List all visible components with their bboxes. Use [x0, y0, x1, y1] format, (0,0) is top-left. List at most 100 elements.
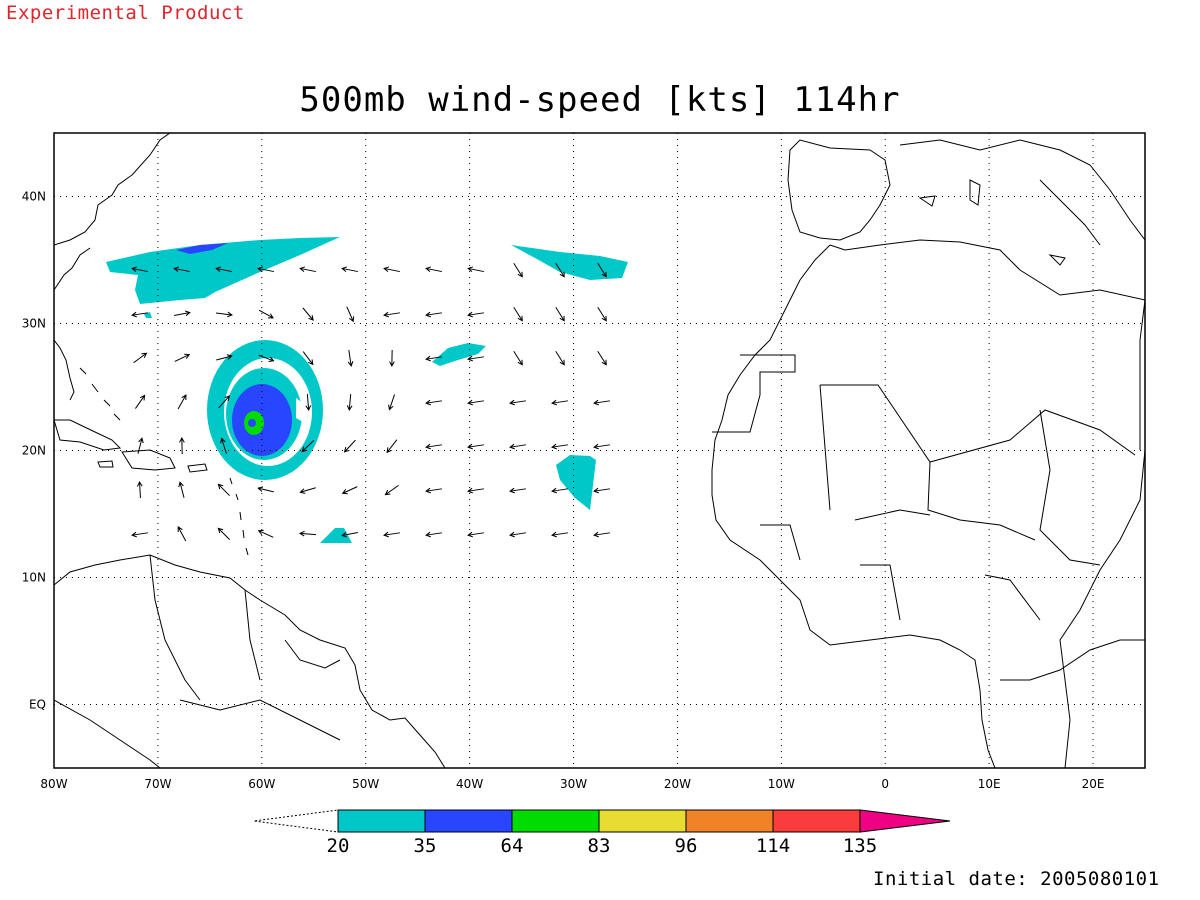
lat-tick-label: 40N	[22, 190, 46, 204]
wind-arrow	[388, 394, 396, 411]
wind-region-northwest-band-35	[176, 243, 228, 254]
iberia-coast	[787, 139, 891, 241]
wind-arrow	[383, 531, 400, 538]
wind-arrow	[177, 526, 187, 542]
wind-region-mid-atlantic	[432, 343, 486, 366]
wind-arrow	[179, 436, 185, 455]
colorbar-segment	[772, 809, 861, 833]
wind-arrow	[131, 311, 148, 318]
wind-arrow	[425, 443, 442, 450]
longitude-labels: 80W 70W 60W 50W 40W 30W 20W 10W 0 10E 20E	[40, 777, 1104, 791]
colorbar-label: 20	[327, 835, 350, 857]
colorbar-upper-triangle	[859, 809, 951, 833]
lon-tick-label: 40W	[456, 777, 483, 791]
wind-arrow	[347, 350, 354, 367]
lat-tick-label: EQ	[29, 698, 46, 712]
wind-arrow	[425, 399, 442, 406]
lat-tick-label: 30N	[22, 317, 46, 331]
bahamas	[79, 367, 121, 421]
wind-arrow	[384, 484, 399, 496]
wind-arrow	[215, 266, 232, 273]
colorbar-lower-triangle	[253, 809, 339, 833]
wind-arrow	[305, 393, 312, 412]
wind-arrow	[513, 262, 523, 278]
wind-arrow	[597, 306, 607, 322]
wind-region-northwest-band	[106, 237, 340, 304]
wind-arrow	[467, 311, 484, 318]
wind-arrow	[341, 266, 358, 273]
wind-arrow	[133, 352, 148, 364]
lon-tick-label: 20E	[1082, 777, 1105, 791]
wind-arrow	[341, 531, 358, 538]
wind-arrow	[383, 311, 400, 318]
coastlines	[54, 133, 1145, 768]
wind-arrow	[302, 307, 314, 321]
lon-tick-label: 60W	[248, 777, 275, 791]
wind-arrow	[425, 311, 442, 318]
colorbar-segment	[598, 809, 687, 833]
wind-arrow	[509, 399, 526, 406]
wind-arrow	[551, 399, 568, 406]
wind-arrow	[341, 486, 358, 495]
wind-arrow	[597, 350, 607, 366]
latitude-labels: EQ 10N 20N 30N 40N	[22, 190, 46, 712]
jamaica	[97, 460, 114, 468]
wind-arrow	[593, 399, 610, 406]
colorbar-segment	[511, 809, 600, 833]
wind-arrow	[173, 266, 190, 273]
colorbar-label: 114	[756, 835, 790, 857]
wind-arrow	[467, 355, 484, 362]
wind-arrow	[131, 266, 148, 273]
lat-tick-label: 20N	[22, 444, 46, 458]
colorbar-label: 96	[675, 835, 698, 857]
wind-arrow	[218, 395, 231, 409]
wind-arrow	[217, 527, 231, 541]
wind-arrow	[257, 486, 274, 493]
colorbar-label: 135	[843, 835, 877, 857]
hispaniola	[121, 449, 176, 471]
wind-arrow	[467, 266, 484, 273]
wind-arrow	[467, 443, 484, 450]
wind-arrow	[509, 443, 526, 450]
wind-arrow	[513, 306, 523, 322]
wind-arrow	[299, 487, 316, 494]
hurricane-eye	[248, 419, 256, 427]
wind-arrow	[302, 351, 314, 366]
colorbar-label: 64	[501, 835, 524, 857]
wind-arrow	[551, 443, 568, 450]
wind-arrow	[131, 531, 148, 538]
lon-tick-label: 20W	[664, 777, 691, 791]
lat-tick-label: 10N	[22, 571, 46, 585]
wind-arrow	[509, 531, 526, 538]
wind-region-north-central	[511, 245, 628, 280]
experimental-product-banner: Experimental Product	[6, 2, 245, 24]
wind-arrow	[425, 487, 442, 494]
wind-arrow	[593, 443, 610, 450]
wind-arrow	[301, 440, 315, 453]
wind-arrow	[467, 487, 484, 494]
wind-arrow	[467, 531, 484, 538]
wind-vectors	[131, 262, 610, 542]
cuba	[54, 419, 122, 451]
colorbar-label: 35	[414, 835, 437, 857]
wind-arrow	[135, 394, 146, 409]
wind-arrow	[257, 529, 274, 538]
wind-arrow	[551, 487, 568, 494]
lon-tick-label: 70W	[144, 777, 171, 791]
lat-lon-grid	[54, 133, 1145, 768]
wind-arrow	[509, 487, 526, 494]
wind-arrow	[174, 310, 191, 317]
lon-tick-label: 10E	[978, 777, 1001, 791]
wind-arrow	[174, 353, 191, 362]
florida-coast	[54, 339, 75, 401]
plot-title: 500mb wind-speed [kts] 114hr	[299, 80, 901, 120]
lon-tick-label: 50W	[352, 777, 379, 791]
initial-date: Initial date: 2005080101	[873, 868, 1160, 890]
wind-arrow	[257, 266, 274, 273]
lon-tick-label: 30W	[560, 777, 587, 791]
puerto-rico	[187, 463, 208, 473]
wind-arrow	[593, 531, 610, 538]
wind-arrow	[513, 350, 523, 366]
wind-arrow	[383, 266, 400, 273]
